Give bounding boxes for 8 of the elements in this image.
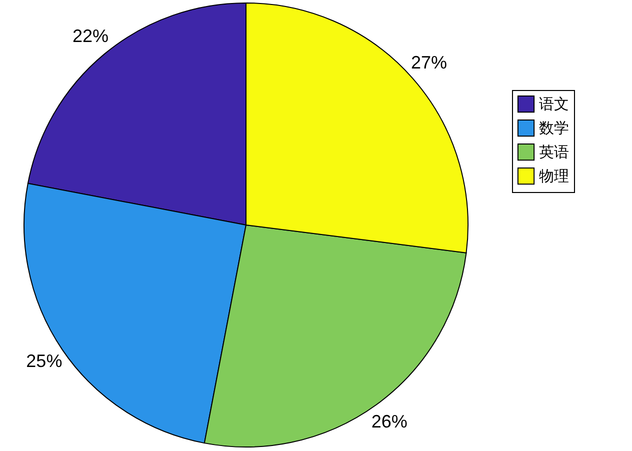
legend-label: 数学 bbox=[539, 119, 569, 137]
data-label: 26% bbox=[371, 411, 408, 432]
legend-label: 英语 bbox=[539, 143, 569, 161]
legend-label: 语文 bbox=[539, 95, 569, 113]
data-label: 22% bbox=[72, 26, 108, 46]
legend-label: 物理 bbox=[539, 167, 569, 185]
data-label: 25% bbox=[26, 351, 62, 372]
data-label: 27% bbox=[411, 52, 448, 73]
